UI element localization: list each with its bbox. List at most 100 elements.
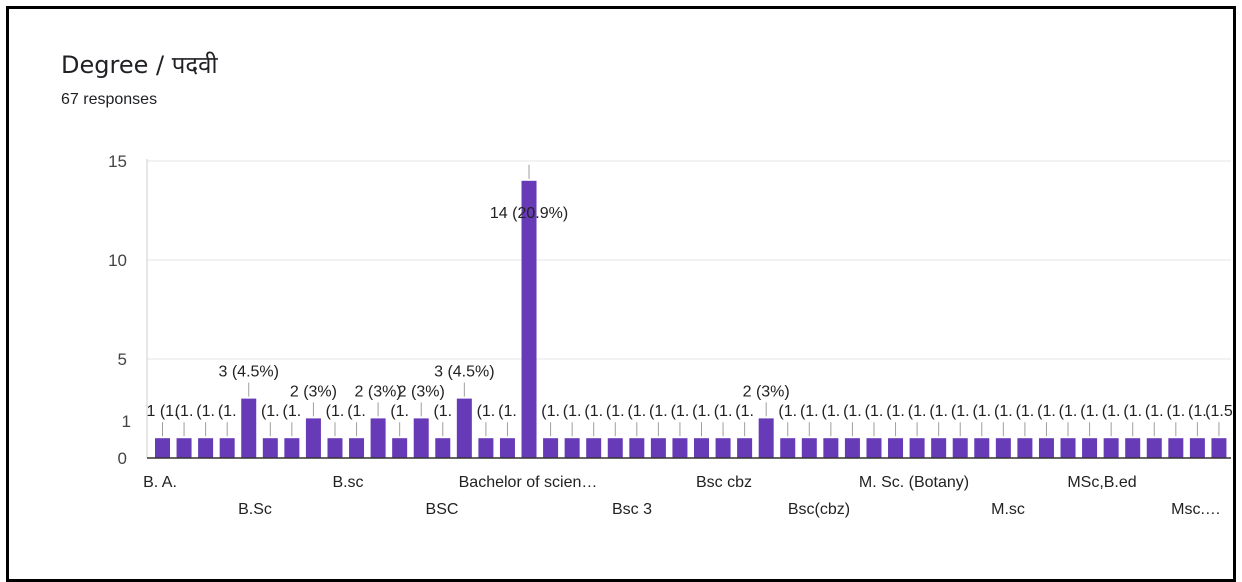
bar xyxy=(349,438,365,458)
data-label: (1. xyxy=(196,403,215,420)
bar xyxy=(370,418,386,458)
data-label: (1. xyxy=(671,403,690,420)
bar xyxy=(974,438,990,458)
bar xyxy=(844,438,860,458)
x-tick-label: Bachelor of scien… xyxy=(459,474,598,491)
bar xyxy=(478,438,494,458)
bar xyxy=(1211,438,1227,458)
y-tick-label: 15 xyxy=(108,152,127,171)
data-label: (1. xyxy=(283,403,302,420)
bar xyxy=(629,438,645,458)
bar xyxy=(1146,438,1162,458)
data-label: (1. xyxy=(1145,403,1164,420)
bar xyxy=(521,180,537,459)
data-label: (1. xyxy=(972,403,991,420)
y-tick-label: 0 xyxy=(118,449,127,468)
bar xyxy=(801,438,817,458)
data-label: (1. xyxy=(908,403,927,420)
data-label: (1. xyxy=(865,403,884,420)
bar xyxy=(931,438,947,458)
data-label: (1. xyxy=(649,403,668,420)
data-label: (1. xyxy=(218,403,237,420)
data-label: (1. xyxy=(822,403,841,420)
data-label: 3 (4.5%) xyxy=(434,364,494,381)
bar xyxy=(672,438,688,458)
data-label: (1. xyxy=(1080,403,1099,420)
bar xyxy=(758,418,774,458)
data-label: (1. xyxy=(326,403,345,420)
y-tick-label: 10 xyxy=(108,251,127,270)
bar xyxy=(1038,438,1054,458)
x-tick-label: Msc.… xyxy=(1171,501,1221,518)
bar xyxy=(327,438,343,458)
data-label: (1. xyxy=(541,403,560,420)
data-label: (1. xyxy=(1059,403,1078,420)
bar xyxy=(607,438,623,458)
data-label: (1. xyxy=(1166,403,1185,420)
data-label: (1. xyxy=(390,403,409,420)
data-label: 14 (20.9%) xyxy=(490,205,568,222)
bar xyxy=(737,438,753,458)
bar xyxy=(1125,438,1141,458)
bar xyxy=(1060,438,1076,458)
data-label: (1. xyxy=(994,403,1013,420)
bar xyxy=(543,438,559,458)
bar xyxy=(564,438,580,458)
y-tick-label: 5 xyxy=(118,350,127,369)
bar xyxy=(284,438,300,458)
x-tick-label: B. A. xyxy=(143,474,177,491)
x-tick-label: BSC xyxy=(426,501,459,518)
bar xyxy=(888,438,904,458)
bar xyxy=(413,418,429,458)
bar xyxy=(909,438,925,458)
bar xyxy=(650,438,666,458)
data-label: (1. xyxy=(563,403,582,420)
data-label: (1. xyxy=(347,403,366,420)
bar xyxy=(780,438,796,458)
bar xyxy=(715,438,731,458)
data-label: (1. xyxy=(175,403,194,420)
x-tick-label: M.sc xyxy=(991,501,1025,518)
data-label: (1. xyxy=(692,403,711,420)
bar xyxy=(1082,438,1098,458)
bar xyxy=(262,438,278,458)
data-label: (1. xyxy=(261,403,280,420)
x-tick-label: B.Sc xyxy=(238,501,272,518)
data-label: (1. xyxy=(714,403,733,420)
data-label: (1. xyxy=(1123,403,1142,420)
x-tick-label: Bsc(cbz) xyxy=(788,501,850,518)
data-label: (1. xyxy=(606,403,625,420)
data-label: (1. xyxy=(735,403,754,420)
data-label: 2 (3%) xyxy=(355,383,402,400)
data-label: (1. xyxy=(477,403,496,420)
bar xyxy=(499,438,515,458)
data-label: (1. xyxy=(843,403,862,420)
data-label: (1. xyxy=(778,403,797,420)
response-count: 67 responses xyxy=(61,91,158,108)
bar xyxy=(1189,438,1205,458)
bar xyxy=(456,398,472,458)
bar xyxy=(241,398,257,458)
x-tick-label: MSc,B.ed xyxy=(1067,474,1136,491)
y-tick-label: 1 xyxy=(122,412,131,431)
data-label: 2 (3%) xyxy=(743,383,790,400)
data-label: 2 (3%) xyxy=(290,383,337,400)
data-label: (1. xyxy=(929,403,948,420)
bar xyxy=(392,438,408,458)
data-label: (1. xyxy=(951,403,970,420)
x-tick-label: B.sc xyxy=(332,474,363,491)
bar xyxy=(1168,438,1184,458)
data-label: (1. xyxy=(627,403,646,420)
x-tick-label: Bsc 3 xyxy=(612,501,652,518)
bar xyxy=(155,438,170,458)
data-label: 1 (1. xyxy=(146,403,178,420)
bar xyxy=(823,438,839,458)
data-label: (1. xyxy=(1188,403,1207,420)
data-label: (1. xyxy=(1102,403,1121,420)
bar xyxy=(305,418,321,458)
data-label: (1. xyxy=(584,403,603,420)
data-label: (1. xyxy=(498,403,517,420)
bar xyxy=(176,438,192,458)
data-label: (1. xyxy=(1016,403,1035,420)
